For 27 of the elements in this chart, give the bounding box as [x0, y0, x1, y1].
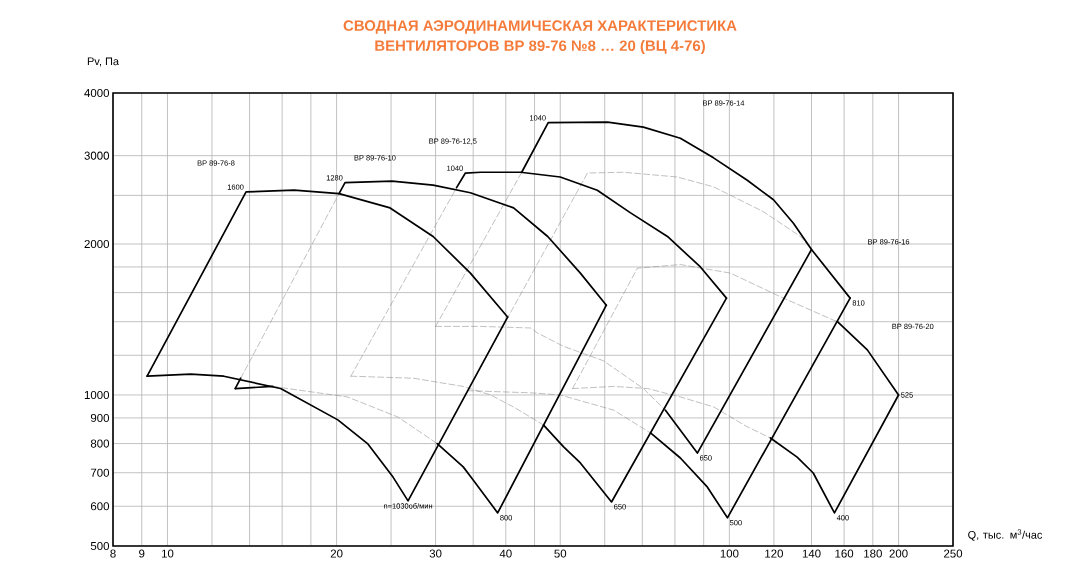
x-tick-label: 9: [139, 549, 145, 558]
x-tick-label: 180: [864, 549, 882, 558]
y-tick-label: 4000: [84, 88, 110, 98]
x-tick-label: 140: [802, 549, 821, 558]
y-tick-label: 900: [90, 413, 110, 422]
x-tick-label: 50: [554, 549, 567, 558]
y-tick-label: 500: [90, 541, 110, 551]
x-tick-label: 10: [161, 549, 174, 558]
x-tick-label: 250: [944, 549, 963, 558]
y-tick-label: 700: [90, 468, 110, 477]
x-tick-label: 40: [499, 549, 512, 558]
y-tick-label: 3000: [84, 151, 110, 160]
chart-subtitle: ВЕНТИЛЯТОРОВ ВР 89-76 №8 … 20 (ВЦ 4-76): [375, 40, 705, 54]
x-tick-label: 100: [720, 549, 739, 558]
x-tick-label: 20: [330, 549, 343, 558]
x-tick-label: 200: [889, 549, 908, 558]
y-axis-title: Pv, Па: [87, 57, 120, 67]
x-tick-label: 30: [429, 549, 442, 558]
y-tick-label: 1000: [84, 390, 110, 400]
x-tick-label: 160: [835, 549, 854, 558]
chart-title: СВОДНАЯ АЭРОДИНАМИЧЕСКАЯ ХАРАКТЕРИСТИКА: [343, 20, 737, 34]
y-tick-label: 800: [90, 439, 110, 448]
x-tick-label: 120: [765, 549, 783, 558]
y-tick-label: 2000: [84, 239, 110, 249]
x-axis-title: Q, тыс. м$^{3}$/час: [968, 529, 1043, 541]
x-tick-label: 8: [110, 549, 116, 558]
y-tick-label: 600: [90, 502, 110, 511]
